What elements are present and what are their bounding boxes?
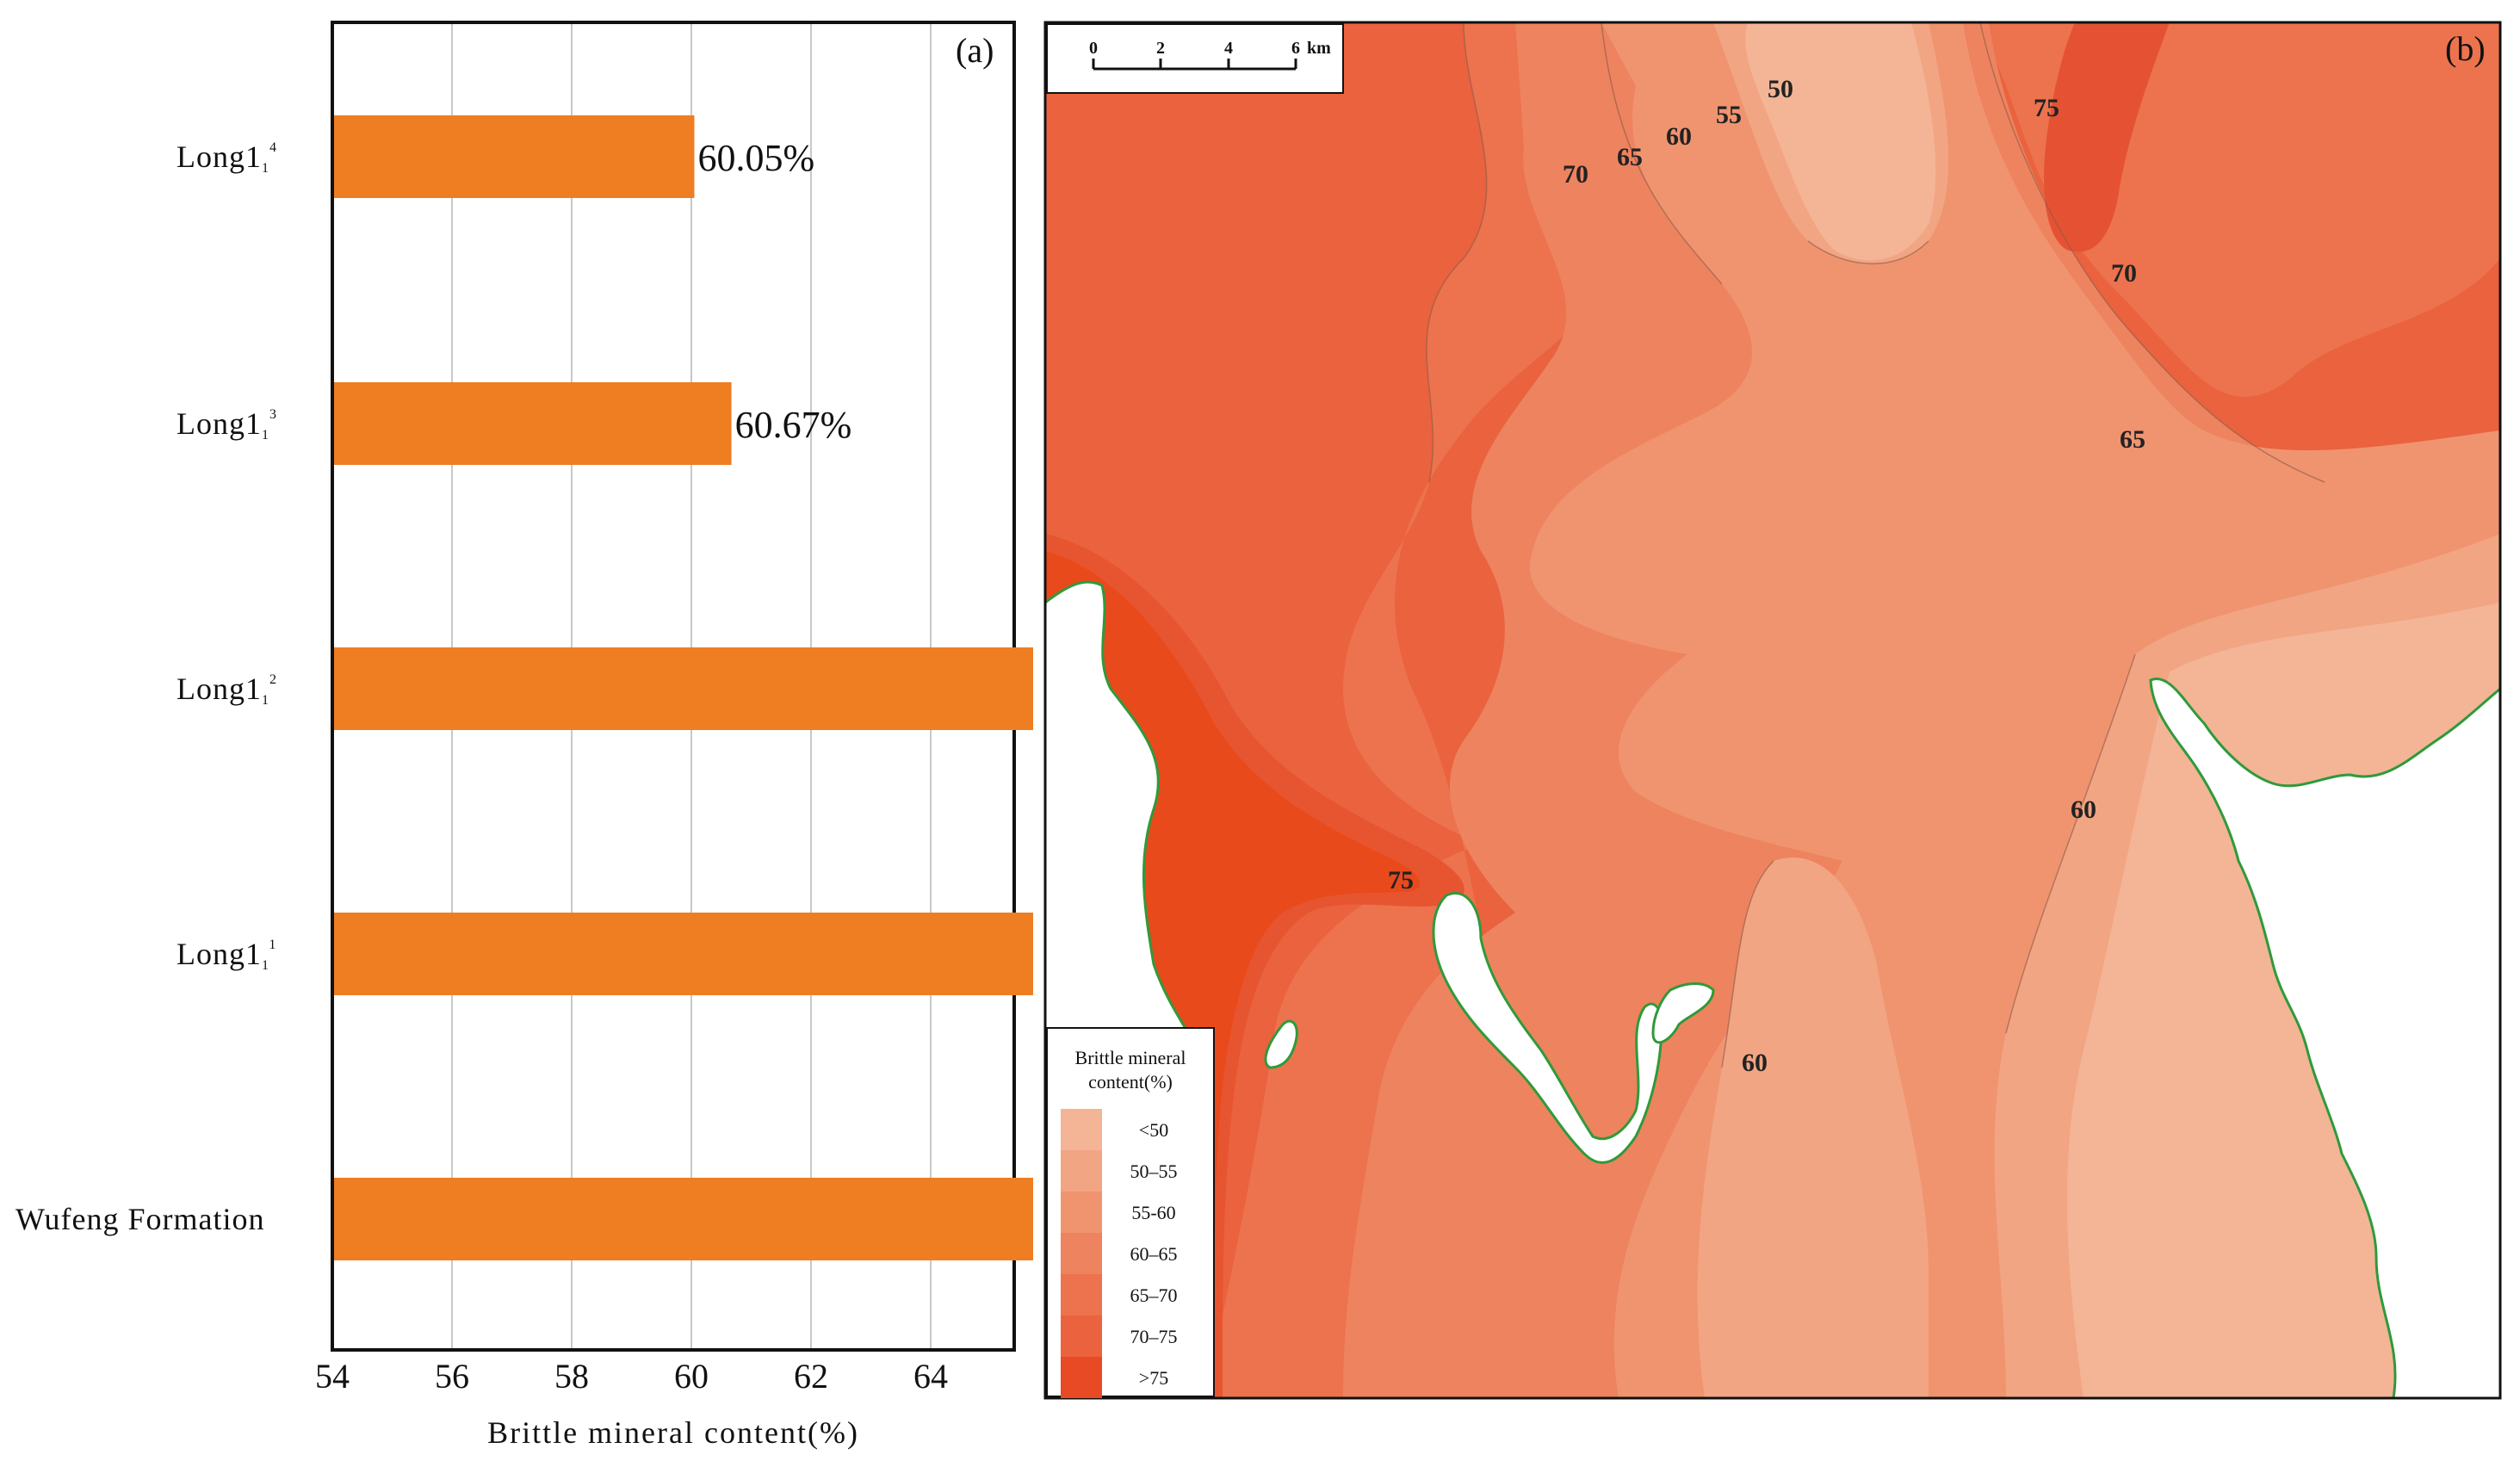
scale-unit: km [1307,39,1331,58]
contour-label: 60 [1666,122,1692,151]
legend-title-line2: content(%) [1088,1071,1173,1093]
legend-label: 60–65 [1130,1243,1178,1265]
zone-65-70-west [1205,22,1626,1398]
legend-title-line1: Brittle mineral [1075,1047,1186,1068]
legend-swatch [1061,1315,1102,1357]
x-tick-label: 62 [794,1357,828,1396]
zone-50-55 [1697,22,2500,1398]
legend-label: <50 [1139,1119,1168,1141]
no-data-area-central [1432,892,1663,1164]
legend-label: 55-60 [1131,1202,1175,1223]
x-tick-label: 64 [913,1357,948,1396]
contour-label: 50 [1768,75,1793,103]
legend-swatch [1061,1109,1102,1150]
bar [334,382,732,465]
x-tick-label: 58 [554,1357,589,1396]
category-label: Long113 [176,406,277,443]
contour-label: 75 [2034,94,2059,122]
contour-labels: 50 55 60 65 70 75 70 65 60 75 60 [1388,75,2145,1077]
x-tick-label: 56 [435,1357,469,1396]
zone-60-65 [1343,22,2500,1398]
contour-label: 55 [1716,101,1742,129]
contour-label: 75 [1388,866,1414,894]
zone-65-70-east [1980,22,2500,397]
legend-swatch [1061,1150,1102,1192]
zone-above-75-west [1045,551,1421,1398]
legend: Brittle mineral content(%) <50 50–55 55-60… [1046,1027,1215,1398]
contour-label: 60 [1742,1049,1768,1077]
scale-tick-4: 4 [1224,39,1233,58]
legend-label: 50–55 [1130,1161,1178,1182]
legend-swatch [1061,1192,1102,1233]
legend-swatch [1061,1357,1102,1398]
x-tick-label: 54 [315,1357,350,1396]
category-label: Long112 [176,672,277,708]
legend-label: 70–75 [1130,1326,1178,1347]
no-data-area-east [2149,677,2500,1398]
contour-label: 70 [1563,160,1588,189]
no-data-area-west [1045,580,1216,1147]
bar [334,647,1033,730]
bar [334,115,695,198]
no-data-area-small-2 [1264,1019,1298,1069]
bar [334,1178,1033,1260]
scale-tick-0: 0 [1089,39,1098,58]
bar [334,913,1033,995]
zone-70-75-west [1045,534,1464,1398]
bar-value-label: 60.05% [697,137,814,179]
contour-label: 65 [1617,143,1643,171]
legend-swatch [1061,1274,1102,1315]
bar-chart-panel-a: (a) 60.05%Long11460.67%Long11369.1%Long1… [15,21,1033,1450]
zone-55-60 [1529,22,2500,1398]
x-tick-label: 60 [674,1357,709,1396]
panel-label-a: (a) [956,31,994,70]
contour-label: 65 [2120,425,2145,454]
contour-label: 60 [2071,795,2096,824]
category-label: Long114 [176,139,277,176]
x-axis-title: Brittle mineral content(%) [487,1415,859,1450]
zone-above-75-north [2044,22,2170,252]
x-tick-labels: 5456586062646668707274 [315,1357,948,1396]
contour-lines [1426,22,2325,1068]
zone-65-70 [1045,22,2500,1398]
contour-label: 70 [2111,259,2137,288]
contour-fill-areas [1045,22,2500,1398]
legend-label: >75 [1139,1367,1168,1389]
legend-label: 65–70 [1130,1284,1178,1306]
no-data-area-small-1 [1651,982,1715,1044]
map-frame [1043,21,2502,1400]
scale-tick-2: 2 [1156,39,1165,58]
category-label: Long111 [176,937,276,973]
legend-swatch [1061,1233,1102,1274]
panel-label-b: (b) [2445,29,2486,68]
scale-bar: 0 2 4 6 km [1046,23,1344,94]
scale-tick-6: 6 [1291,39,1300,58]
zone-below-50 [1745,22,2500,1398]
bars-group: 60.05%Long11460.67%Long11369.1%Long11272… [15,115,1033,1260]
bar-value-label: 60.67% [735,404,852,446]
category-label: Wufeng Formation [15,1202,265,1236]
